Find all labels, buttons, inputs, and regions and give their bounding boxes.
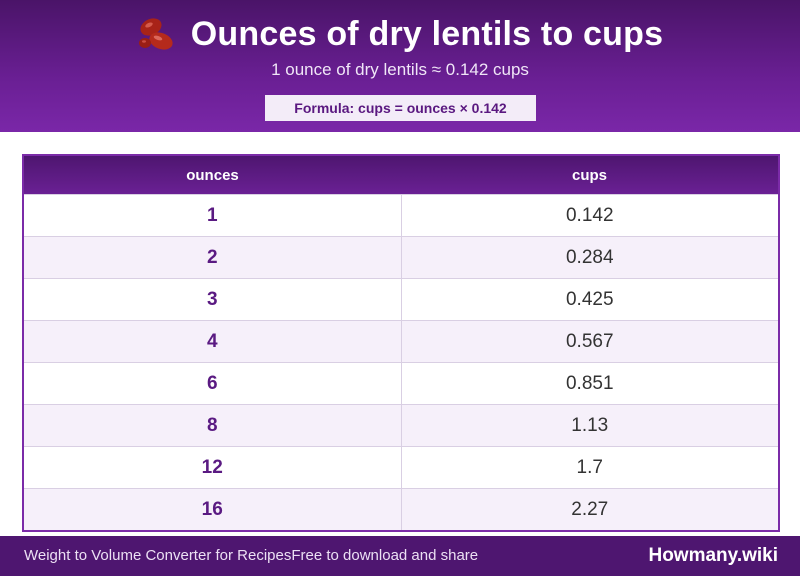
- ounces-cell: 3: [24, 278, 402, 321]
- cups-cell: 1.13: [401, 404, 778, 447]
- page-title: Ounces of dry lentils to cups: [190, 14, 664, 53]
- table-row: 4 0.567: [24, 320, 778, 363]
- ounces-cell: 16: [24, 488, 402, 530]
- footer-tagline: Weight to Volume Converter for RecipesFr…: [24, 547, 479, 564]
- column-header-ounces: ounces: [24, 156, 401, 195]
- cups-cell: 0.142: [401, 194, 778, 237]
- ounces-cell: 2: [24, 236, 402, 279]
- ounces-cell: 1: [24, 194, 402, 237]
- ounces-cell: 6: [24, 362, 402, 405]
- cups-cell: 0.284: [401, 236, 778, 279]
- conversion-table: ounces cups 1 0.142 2 0.284 3 0.425 4 0.…: [24, 156, 778, 530]
- title-row: Ounces of dry lentils to cups: [0, 12, 800, 56]
- page-subtitle: 1 ounce of dry lentils ≈ 0.142 cups: [271, 60, 529, 79]
- column-header-cups: cups: [401, 156, 778, 195]
- table-header-row: ounces cups: [24, 156, 778, 195]
- cups-cell: 0.425: [401, 278, 778, 321]
- footer-brand-link[interactable]: Howmany.wiki: [648, 545, 778, 566]
- table-row: 12 1.7: [24, 446, 778, 489]
- formula-badge: Formula: cups = ounces × 0.142: [265, 95, 536, 121]
- cups-cell: 1.7: [401, 446, 778, 489]
- ounces-cell: 12: [24, 446, 402, 489]
- page-footer: Weight to Volume Converter for RecipesFr…: [0, 536, 800, 576]
- cups-cell: 0.851: [401, 362, 778, 405]
- ounces-cell: 4: [24, 320, 402, 363]
- table-row: 3 0.425: [24, 278, 778, 321]
- table-row: 6 0.851: [24, 362, 778, 405]
- table-row: 2 0.284: [24, 236, 778, 279]
- cups-cell: 0.567: [401, 320, 778, 363]
- table-row: 16 2.27: [24, 488, 778, 530]
- ounces-cell: 8: [24, 404, 402, 447]
- table-row: 1 0.142: [24, 194, 778, 237]
- cups-cell: 2.27: [401, 488, 778, 530]
- kidney-beans-icon: [138, 18, 173, 50]
- table-row: 8 1.13: [24, 404, 778, 447]
- conversion-table-container: ounces cups 1 0.142 2 0.284 3 0.425 4 0.…: [22, 154, 780, 532]
- page-header: Ounces of dry lentils to cups 1 ounce of…: [0, 0, 800, 132]
